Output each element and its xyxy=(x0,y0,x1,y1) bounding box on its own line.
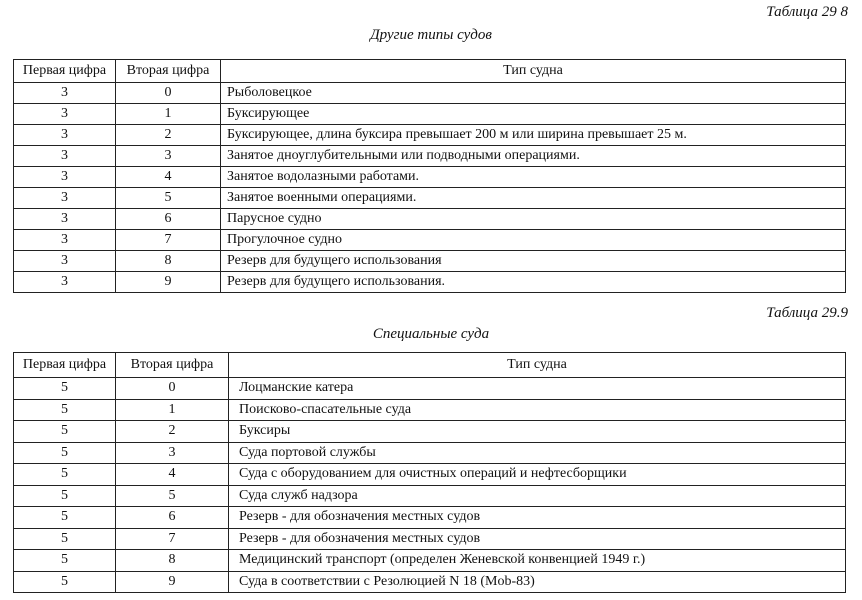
second-digit-cell: 2 xyxy=(115,420,229,443)
second-digit-cell: 8 xyxy=(115,549,229,572)
vessel-type-cell: Резерв - для обозначения местных судов xyxy=(228,506,846,529)
second-digit-cell: 5 xyxy=(115,484,229,507)
table1-title: Другие типы судов xyxy=(370,27,492,43)
first-digit-cell: 5 xyxy=(13,527,116,550)
first-digit-cell: 3 xyxy=(13,229,116,251)
vessel-type-cell: Резерв для будущего использования. xyxy=(220,271,846,293)
vessel-type-cell: Поисково-спасательные суда xyxy=(228,398,846,421)
second-digit-cell: 0 xyxy=(115,377,229,400)
first-digit-cell: 3 xyxy=(13,145,116,167)
first-digit-cell: 5 xyxy=(13,484,116,507)
vessel-type-cell: Лоцманские катера xyxy=(228,377,846,400)
vessel-type-cell: Медицинский транспорт (определен Женевск… xyxy=(228,549,846,572)
first-digit-cell: 5 xyxy=(13,398,116,421)
second-digit-cell: 6 xyxy=(115,208,221,230)
table-row: 3 6 Парусное судно xyxy=(13,208,846,230)
second-digit-cell: 7 xyxy=(115,229,221,251)
first-digit-cell: 3 xyxy=(13,187,116,209)
vessel-type-cell: Буксиры xyxy=(228,420,846,443)
table-row: 3 7 Прогулочное судно xyxy=(13,229,846,251)
table-special-vessels: Первая цифра Вторая цифра Тип судна 5 0 Лоцма… xyxy=(13,352,846,593)
table-row: 5 5 Суда служб надзора xyxy=(13,484,846,507)
vessel-type-cell: Занятое водолазными работами. xyxy=(220,166,846,188)
second-digit-cell: 0 xyxy=(115,82,221,104)
table-row: 5 7 Резерв - для обозначения местных судов xyxy=(13,527,846,550)
table-row: 3 5 Занятое военными операциями. xyxy=(13,187,846,209)
table-row: 3 3 Занятое дноуглубительными или подводны… xyxy=(13,145,846,167)
vessel-type-cell: Суда в соответствии с Резолюцией N 18 (M… xyxy=(228,570,846,593)
table-other-vessel-types: Первая цифра Вторая цифра Тип судна 3 0 Рыбол… xyxy=(13,59,846,293)
column-header: Вторая цифра xyxy=(115,59,221,83)
first-digit-cell: 3 xyxy=(13,271,116,293)
first-digit-cell: 3 xyxy=(13,250,116,272)
vessel-type-cell: Резерв - для обозначения местных судов xyxy=(228,527,846,550)
first-digit-cell: 3 xyxy=(13,82,116,104)
table2-number: Таблица 29.9 xyxy=(766,305,848,321)
column-header: Первая цифра xyxy=(13,352,116,378)
column-header: Тип судна xyxy=(220,59,846,83)
second-digit-cell: 6 xyxy=(115,506,229,529)
header-row: Первая цифра Вторая цифра Тип судна xyxy=(13,59,846,83)
second-digit-cell: 5 xyxy=(115,187,221,209)
first-digit-cell: 5 xyxy=(13,420,116,443)
first-digit-cell: 3 xyxy=(13,208,116,230)
second-digit-cell: 9 xyxy=(115,271,221,293)
table-row: 5 3 Суда портовой службы xyxy=(13,441,846,464)
second-digit-cell: 2 xyxy=(115,124,221,146)
table-row: 5 0 Лоцманские катера xyxy=(13,377,846,400)
vessel-type-cell: Занятое дноуглубительными или подводными… xyxy=(220,145,846,167)
column-header: Вторая цифра xyxy=(115,352,229,378)
vessel-type-cell: Буксирующее xyxy=(220,103,846,125)
table-row: 3 1 Буксирующее xyxy=(13,103,846,125)
table-row: 3 9 Резерв для будущего использования. xyxy=(13,271,846,293)
vessel-type-cell: Суда служб надзора xyxy=(228,484,846,507)
first-digit-cell: 3 xyxy=(13,124,116,146)
vessel-type-cell: Резерв для будущего использования xyxy=(220,250,846,272)
first-digit-cell: 5 xyxy=(13,506,116,529)
second-digit-cell: 3 xyxy=(115,145,221,167)
first-digit-cell: 5 xyxy=(13,377,116,400)
vessel-type-cell: Суда портовой службы xyxy=(228,441,846,464)
first-digit-cell: 5 xyxy=(13,570,116,593)
table1-number: Таблица 29 8 xyxy=(766,4,848,20)
table-row: 5 2 Буксиры xyxy=(13,420,846,443)
first-digit-cell: 3 xyxy=(13,103,116,125)
table2-title: Специальные суда xyxy=(372,326,490,342)
table-row: 5 4 Суда с оборудованием для очистных опер… xyxy=(13,463,846,486)
table-row: 3 0 Рыболовецкое xyxy=(13,82,846,104)
vessel-type-cell: Парусное судно xyxy=(220,208,846,230)
second-digit-cell: 3 xyxy=(115,441,229,464)
second-digit-cell: 4 xyxy=(115,166,221,188)
second-digit-cell: 7 xyxy=(115,527,229,550)
first-digit-cell: 3 xyxy=(13,166,116,188)
table-row: 5 6 Резерв - для обозначения местных судов xyxy=(13,506,846,529)
vessel-type-cell: Занятое военными операциями. xyxy=(220,187,846,209)
table-row: 5 8 Медицинский транспорт (определен Женев… xyxy=(13,549,846,572)
second-digit-cell: 8 xyxy=(115,250,221,272)
table-row: 3 2 Буксирующее, длина буксира превышает 2… xyxy=(13,124,846,146)
first-digit-cell: 5 xyxy=(13,463,116,486)
second-digit-cell: 1 xyxy=(115,398,229,421)
first-digit-cell: 5 xyxy=(13,549,116,572)
first-digit-cell: 5 xyxy=(13,441,116,464)
table-row: 5 1 Поисково-спасательные суда xyxy=(13,398,846,421)
second-digit-cell: 4 xyxy=(115,463,229,486)
vessel-type-cell: Суда с оборудованием для очистных операц… xyxy=(228,463,846,486)
vessel-type-cell: Рыболовецкое xyxy=(220,82,846,104)
column-header: Первая цифра xyxy=(13,59,116,83)
vessel-type-cell: Прогулочное судно xyxy=(220,229,846,251)
second-digit-cell: 9 xyxy=(115,570,229,593)
header-row: Первая цифра Вторая цифра Тип судна xyxy=(13,352,846,378)
vessel-type-cell: Буксирующее, длина буксира превышает 200… xyxy=(220,124,846,146)
table-row: 3 8 Резерв для будущего использования xyxy=(13,250,846,272)
table-row: 5 9 Суда в соответствии с Резолюцией N 18 … xyxy=(13,570,846,593)
table-row: 3 4 Занятое водолазными работами. xyxy=(13,166,846,188)
second-digit-cell: 1 xyxy=(115,103,221,125)
column-header: Тип судна xyxy=(228,352,846,378)
